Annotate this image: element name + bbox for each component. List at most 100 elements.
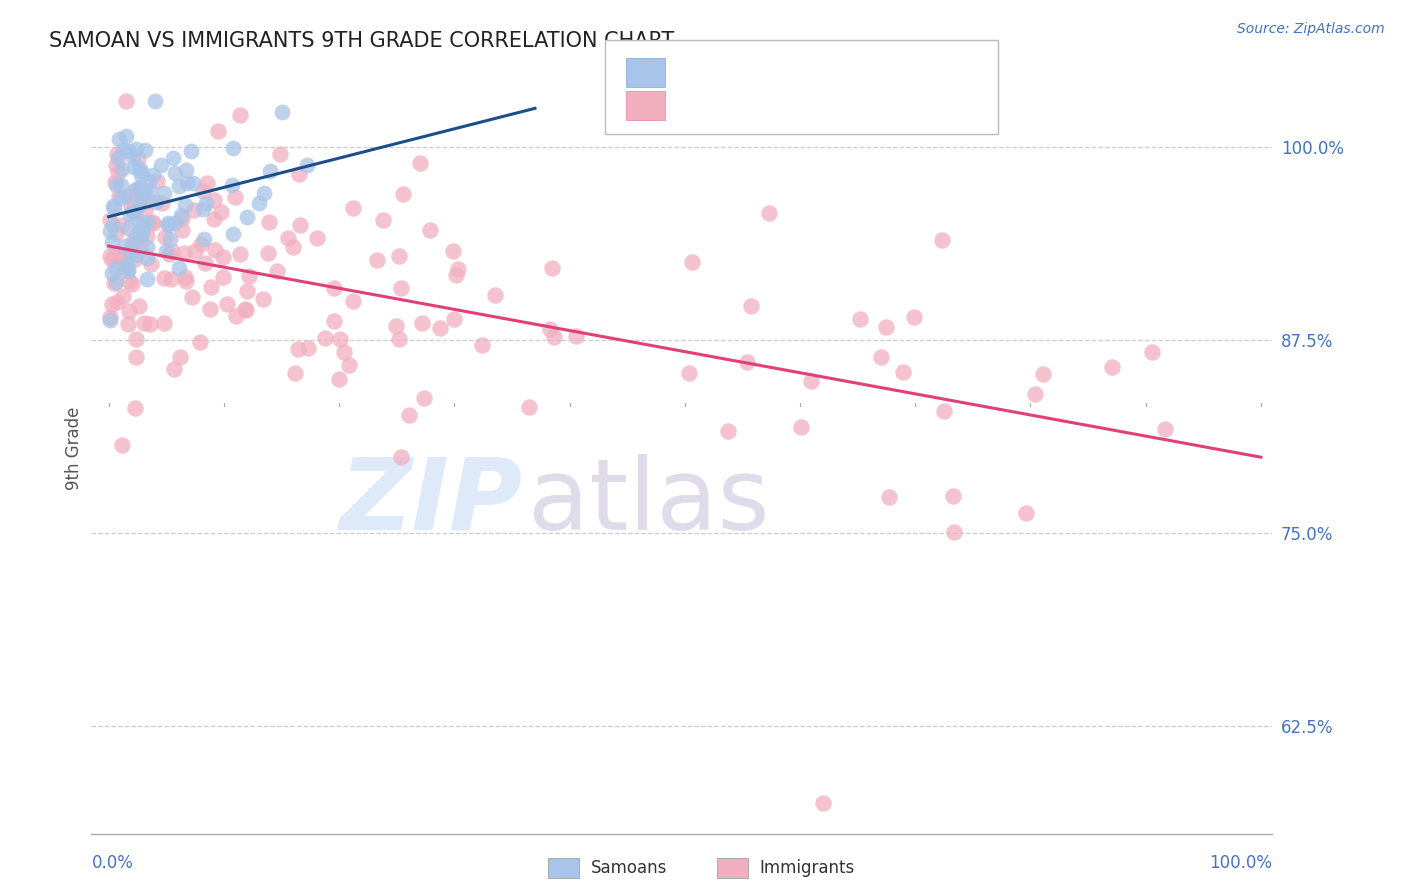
Point <box>149 158 172 172</box>
Text: Samoans: Samoans <box>591 859 666 877</box>
Point <box>170 223 193 237</box>
Point <box>202 211 225 226</box>
Point <box>111 162 134 177</box>
Point <box>167 179 190 194</box>
Point <box>118 304 141 318</box>
Point <box>101 199 124 213</box>
Point <box>207 124 229 138</box>
Point <box>209 204 232 219</box>
Point <box>120 247 142 261</box>
Point <box>903 310 925 325</box>
Point <box>98 313 121 327</box>
Point <box>202 194 225 208</box>
Point <box>373 212 395 227</box>
Point <box>932 404 955 418</box>
Point <box>128 300 150 314</box>
Point <box>388 250 411 264</box>
Point <box>125 182 148 196</box>
Point <box>159 232 181 246</box>
Text: 100.0%: 100.0% <box>1209 855 1272 872</box>
Point <box>419 223 441 237</box>
Point <box>105 178 128 193</box>
Point <box>114 189 136 203</box>
Point <box>290 218 312 232</box>
Point <box>412 392 434 406</box>
Point <box>117 317 139 331</box>
Point <box>194 255 217 269</box>
Point <box>111 143 134 157</box>
Point <box>1101 359 1123 374</box>
Point <box>1015 506 1038 520</box>
Point <box>142 168 165 182</box>
Point <box>132 218 155 232</box>
Point <box>101 235 124 249</box>
Point <box>122 160 145 174</box>
Point <box>333 345 356 359</box>
Point <box>253 186 276 200</box>
Point <box>139 257 162 271</box>
Point <box>849 312 872 326</box>
Point <box>269 147 291 161</box>
Point <box>1032 368 1054 382</box>
Point <box>136 239 159 253</box>
Point <box>342 201 364 215</box>
Point <box>1024 387 1046 401</box>
Point <box>120 199 142 213</box>
Point <box>875 320 897 334</box>
Text: N =: N = <box>787 58 831 77</box>
Point <box>127 248 149 262</box>
Point <box>174 274 197 288</box>
Text: 0.0%: 0.0% <box>91 855 134 872</box>
Point <box>758 206 780 220</box>
Point <box>174 163 197 178</box>
Point <box>235 303 257 318</box>
Point <box>117 221 139 235</box>
Point <box>136 228 159 243</box>
Point <box>129 229 152 244</box>
Point <box>221 178 243 192</box>
Point <box>538 322 561 336</box>
Text: 159: 159 <box>838 91 879 110</box>
Text: Source: ZipAtlas.com: Source: ZipAtlas.com <box>1237 22 1385 37</box>
Text: 0.359: 0.359 <box>721 58 783 77</box>
Point <box>136 194 159 208</box>
Point <box>129 164 152 178</box>
Point <box>169 351 191 365</box>
Point <box>124 206 146 220</box>
Point <box>193 232 215 246</box>
Point <box>98 224 121 238</box>
Text: SAMOAN VS IMMIGRANTS 9TH GRADE CORRELATION CHART: SAMOAN VS IMMIGRANTS 9TH GRADE CORRELATI… <box>49 31 675 51</box>
Point <box>1154 422 1177 436</box>
Point <box>541 261 564 276</box>
Point <box>156 216 179 230</box>
Point <box>173 198 195 212</box>
Point <box>181 176 204 190</box>
Point <box>121 277 143 291</box>
Point <box>329 333 352 347</box>
Point <box>195 176 218 190</box>
Point <box>167 260 190 275</box>
Point <box>153 270 176 285</box>
Point <box>117 274 139 288</box>
Point <box>122 196 145 211</box>
Point <box>681 255 703 269</box>
Point <box>169 208 191 222</box>
Point <box>408 156 430 170</box>
Point <box>811 796 834 810</box>
Point <box>222 141 245 155</box>
Point <box>790 419 813 434</box>
Point <box>100 297 122 311</box>
Point <box>122 184 145 198</box>
Point <box>131 239 153 253</box>
Point <box>103 277 125 291</box>
Point <box>143 94 166 108</box>
Point <box>124 332 146 346</box>
Point <box>188 335 211 350</box>
Point <box>108 249 131 263</box>
Point <box>1142 345 1164 359</box>
Point <box>252 292 274 306</box>
Point <box>314 331 336 345</box>
Point <box>443 312 465 326</box>
Point <box>342 293 364 308</box>
Point <box>229 108 252 122</box>
